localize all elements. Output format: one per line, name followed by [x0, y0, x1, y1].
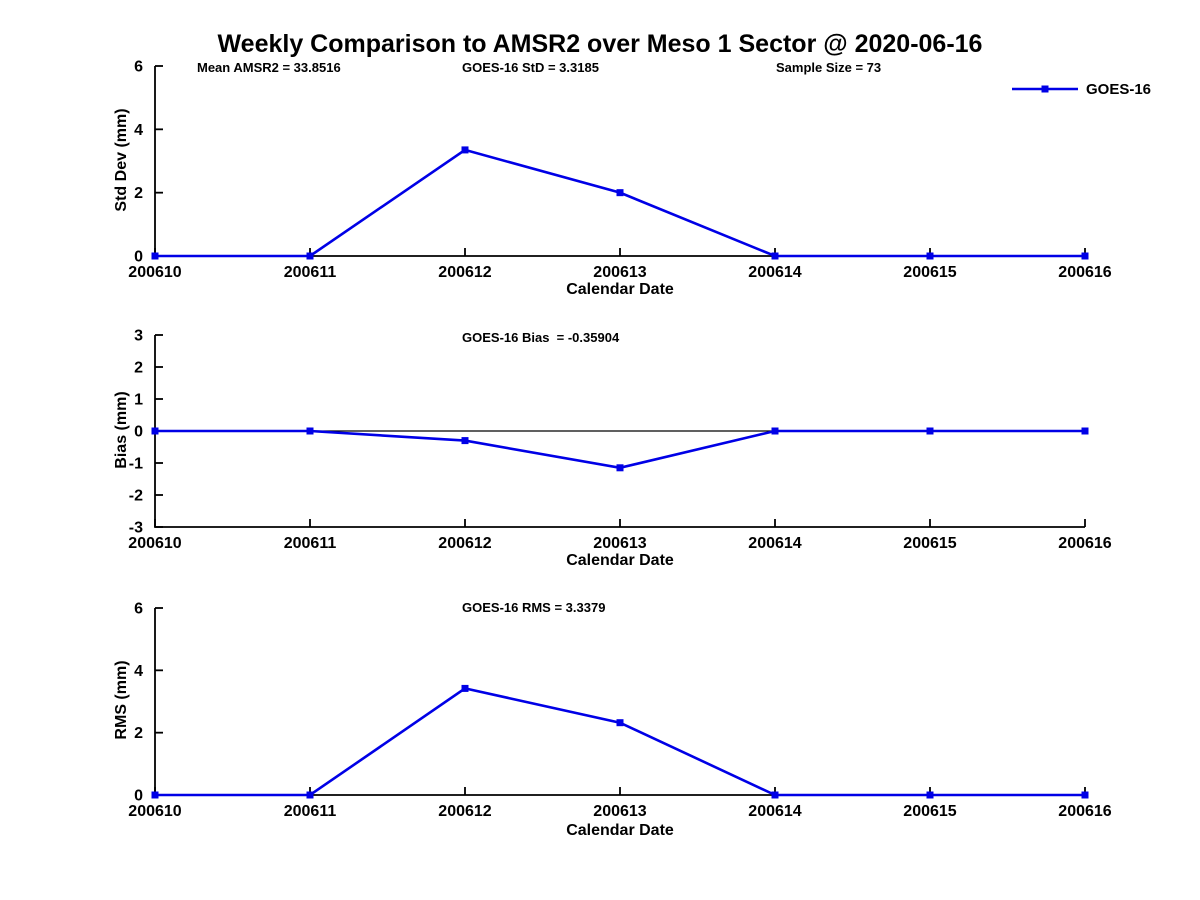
data-point-marker: [306, 252, 314, 260]
data-point-marker: [461, 437, 469, 445]
x-tick-label: 200610: [128, 264, 181, 281]
xlabel-middle-chart: Calendar Date: [566, 552, 674, 569]
y-tick-label: 6: [134, 59, 143, 76]
x-tick-label: 200615: [903, 535, 956, 552]
xlabel-bottom-chart: Calendar Date: [566, 822, 674, 839]
x-tick-label: 200611: [284, 535, 337, 552]
data-point-marker: [306, 791, 314, 799]
y-tick-label: -2: [129, 488, 143, 505]
legend-label: GOES-16: [1086, 80, 1152, 98]
x-tick-label: 200610: [128, 803, 181, 820]
y-tick-label: 0: [134, 788, 143, 805]
xlabel-top-chart: Calendar Date: [566, 281, 674, 298]
data-point-marker: [461, 684, 469, 692]
x-tick-label: 200612: [438, 535, 491, 552]
y-tick-label: 0: [134, 424, 143, 441]
y-tick-label: 4: [134, 663, 143, 680]
y-tick-label: 2: [134, 185, 143, 202]
y-tick-label: 0: [134, 249, 143, 266]
y-tick-label: 2: [134, 725, 143, 742]
data-point-marker: [1081, 791, 1089, 799]
x-tick-label: 200613: [593, 803, 646, 820]
data-point-marker: [151, 791, 159, 799]
y-tick-label: 1: [134, 392, 143, 409]
data-point-marker: [151, 427, 159, 435]
annotation-sample-size: Sample Size = 73: [776, 60, 882, 75]
y-tick-label: 2: [134, 360, 143, 377]
x-tick-label: 200613: [593, 535, 646, 552]
data-point-marker: [306, 427, 314, 435]
x-tick-label: 200611: [284, 264, 337, 281]
data-point-marker: [926, 252, 934, 260]
rms-vs-date-axes: 0 2 4 6 200610 200611 200612 200613 200614 200615…: [128, 601, 1111, 821]
y-tick-label: 4: [134, 122, 143, 139]
x-tick-label: 200616: [1058, 264, 1111, 281]
x-tick-label: 200611: [284, 803, 337, 820]
y-tick-label: 6: [134, 601, 143, 618]
annotation-goes16-bias: GOES-16 Bias = -0.35904: [462, 330, 620, 345]
data-point-marker: [1081, 252, 1089, 260]
x-tick-label: 200610: [128, 535, 181, 552]
y-tick-label: 3: [134, 328, 143, 345]
x-tick-label: 200614: [748, 803, 801, 820]
x-tick-label: 200614: [748, 264, 801, 281]
ylabel-std-dev: Std Dev (mm): [113, 108, 130, 212]
ylabel-rms: RMS (mm): [113, 660, 130, 740]
data-point-marker: [771, 427, 779, 435]
x-tick-label: 200616: [1058, 535, 1111, 552]
x-tick-label: 200616: [1058, 803, 1111, 820]
data-point-marker: [151, 252, 159, 260]
x-tick-label: 200615: [903, 803, 956, 820]
data-point-marker: [926, 791, 934, 799]
x-tick-label: 200613: [593, 264, 646, 281]
x-tick-label: 200614: [748, 535, 801, 552]
y-tick-label: -1: [129, 456, 143, 473]
annotation-mean-amsr2: Mean AMSR2 = 33.8516: [197, 60, 341, 75]
data-point-marker: [616, 464, 624, 472]
figure-title: Weekly Comparison to AMSR2 over Meso 1 S…: [217, 30, 983, 58]
goes-16-line: [155, 687, 1085, 797]
x-tick-label: 200612: [438, 264, 491, 281]
y-tick-label: -3: [129, 520, 143, 537]
annotation-goes16-std: GOES-16 StD = 3.3185: [462, 60, 599, 75]
annotation-goes16-rms: GOES-16 RMS = 3.3379: [462, 600, 606, 615]
x-tick-label: 200612: [438, 803, 491, 820]
legend-line-marker-icon: [1012, 85, 1078, 93]
std-dev-vs-date-axes: 0 2 4 6 200610 200611 200612 200613 200614 200615…: [128, 59, 1111, 282]
goes-16-line: [155, 429, 1085, 470]
data-point-marker: [771, 252, 779, 260]
goes-16-line: [155, 148, 1085, 258]
data-point-marker: [926, 427, 934, 435]
data-point-marker: [616, 189, 624, 197]
data-point-marker: [461, 146, 469, 154]
legend: GOES-16: [1012, 80, 1151, 98]
x-tick-label: 200615: [903, 264, 956, 281]
data-point-marker: [1081, 427, 1089, 435]
data-point-marker: [771, 791, 779, 799]
data-point-marker: [616, 719, 624, 727]
ylabel-bias: Bias (mm): [113, 391, 130, 469]
